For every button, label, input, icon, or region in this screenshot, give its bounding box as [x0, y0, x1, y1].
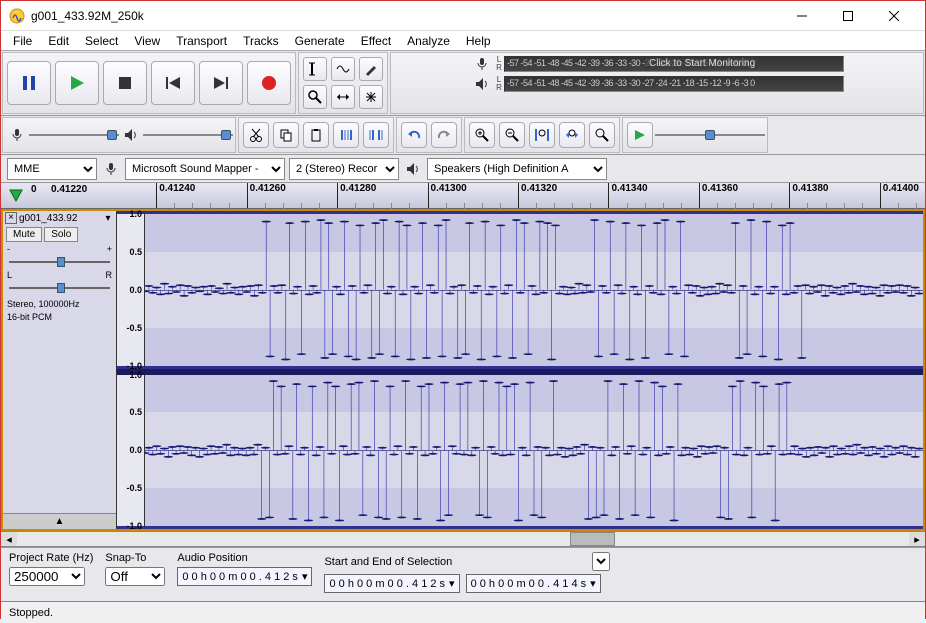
track-name: g001_433.92: [19, 213, 102, 224]
playback-meter[interactable]: -57 -54 -51 -48 -45 -42 -39 -36 -33 -30 …: [504, 76, 844, 92]
paste-button[interactable]: [303, 122, 329, 148]
audio-host-select[interactable]: MME: [7, 158, 97, 180]
menu-tracks[interactable]: Tracks: [235, 32, 287, 50]
silence-button[interactable]: [363, 122, 389, 148]
menu-select[interactable]: Select: [77, 32, 126, 50]
fit-project-button[interactable]: [559, 122, 585, 148]
fit-selection-button[interactable]: [529, 122, 555, 148]
play-lr-label: LR: [494, 76, 504, 92]
horizontal-scrollbar[interactable]: ◂ ▸: [1, 531, 925, 547]
solo-button[interactable]: Solo: [44, 227, 78, 242]
play-button[interactable]: [55, 61, 99, 105]
menu-help[interactable]: Help: [458, 32, 499, 50]
playspeed-toolbar: [622, 117, 768, 153]
output-device-select[interactable]: Speakers (High Definition A: [427, 158, 607, 180]
zoom-toggle-button[interactable]: [589, 122, 615, 148]
selection-end-box[interactable]: 0 0 h 0 0 m 0 0 . 4 1 4 s▾: [466, 574, 601, 593]
play-vol-icon: [122, 126, 140, 144]
meters-toolbar: LR -57 -54 -51 -48 -45 -42 -39 -36 -33 -…: [390, 52, 924, 114]
selection-tool-button[interactable]: [303, 57, 327, 81]
track-header: × g001_433.92 ▾ Mute Solo -+ LR Stereo, …: [3, 211, 117, 529]
selection-start-box[interactable]: 0 0 h 0 0 m 0 0 . 4 1 2 s▾: [324, 574, 459, 593]
trim-button[interactable]: [333, 122, 359, 148]
audio-position-box[interactable]: 0 0 h 0 0 m 0 0 . 4 1 2 s▾: [177, 567, 312, 586]
app-logo-icon: [9, 8, 25, 24]
zoom-tool-button[interactable]: [303, 85, 327, 109]
recording-meter[interactable]: -57 -54 -51 -48 -45 -42 -39 -36 -33 -30 …: [504, 56, 844, 72]
cut-button[interactable]: [243, 122, 269, 148]
multi-tool-button[interactable]: [359, 85, 383, 109]
speaker-meter-icon[interactable]: [473, 75, 491, 93]
undo-button[interactable]: [401, 122, 427, 148]
status-text: Stopped.: [9, 607, 53, 619]
channels-select[interactable]: 2 (Stereo) Recor: [289, 158, 399, 180]
record-button[interactable]: [247, 61, 291, 105]
timeline-start-label: 0: [31, 183, 51, 208]
skip-start-button[interactable]: [151, 61, 195, 105]
play-at-speed-button[interactable]: [627, 122, 653, 148]
play-speed-slider[interactable]: [655, 128, 765, 142]
menu-analyze[interactable]: Analyze: [399, 32, 458, 50]
window-title: g001_433.92M_250k: [31, 9, 779, 23]
track-format-2: 16-bit PCM: [3, 312, 116, 322]
pause-button[interactable]: [7, 61, 51, 105]
track-format-1: Stereo, 100000Hz: [3, 296, 116, 312]
menu-generate[interactable]: Generate: [287, 32, 353, 50]
mixer-toolbar: [2, 117, 236, 153]
audio-position-label: Audio Position: [177, 552, 312, 564]
zoom-out-button[interactable]: [499, 122, 525, 148]
timeline-cursor-label: 0.41220: [51, 183, 111, 208]
rec-vol-icon: [8, 126, 26, 144]
track-collapse-button[interactable]: ▲: [3, 513, 116, 529]
waveform-channel-2[interactable]: 1.00.50.0-0.5-1.0: [117, 369, 923, 530]
timeshift-tool-button[interactable]: [331, 85, 355, 109]
waveform-channel-1[interactable]: 1.00.50.0-0.5-1.0: [117, 211, 923, 369]
close-button[interactable]: [871, 1, 917, 31]
menu-file[interactable]: File: [5, 32, 40, 50]
project-rate-label: Project Rate (Hz): [9, 552, 93, 564]
status-bar: Stopped.: [1, 601, 925, 623]
menu-transport[interactable]: Transport: [168, 32, 235, 50]
minimize-button[interactable]: [779, 1, 825, 31]
playback-volume-slider[interactable]: [143, 128, 233, 142]
menu-edit[interactable]: Edit: [40, 32, 77, 50]
undo-toolbar: [396, 117, 462, 153]
quickplay-head[interactable]: [1, 183, 31, 208]
envelope-tool-button[interactable]: [331, 57, 355, 81]
skip-end-button[interactable]: [199, 61, 243, 105]
track-close-button[interactable]: ×: [5, 212, 17, 224]
stop-button[interactable]: [103, 61, 147, 105]
selection-mode-select[interactable]: [592, 552, 610, 571]
redo-button[interactable]: [431, 122, 457, 148]
mic-meter-icon[interactable]: [473, 55, 491, 73]
zoom-toolbar: [464, 117, 620, 153]
draw-tool-button[interactable]: [359, 57, 383, 81]
scroll-right-button[interactable]: ▸: [909, 533, 925, 546]
input-device-icon: [102, 160, 120, 178]
timeline-ruler[interactable]: 0 0.41220 0.412400.412600.412800.413000.…: [1, 183, 925, 209]
project-rate-select[interactable]: 250000: [9, 567, 85, 586]
input-device-select[interactable]: Microsoft Sound Mapper -: [125, 158, 285, 180]
copy-button[interactable]: [273, 122, 299, 148]
mute-button[interactable]: Mute: [6, 227, 42, 242]
recording-volume-slider[interactable]: [29, 128, 119, 142]
rec-lr-label: LR: [494, 56, 504, 72]
tools-toolbar: [298, 52, 388, 114]
track-menu-button[interactable]: ▾: [102, 213, 114, 224]
output-device-icon: [404, 160, 422, 178]
transport-toolbar: [2, 52, 296, 114]
menu-view[interactable]: View: [126, 32, 168, 50]
maximize-button[interactable]: [825, 1, 871, 31]
scroll-left-button[interactable]: ◂: [1, 533, 17, 546]
snap-to-select[interactable]: Off: [105, 567, 165, 586]
selection-range-label: Start and End of Selection: [324, 556, 452, 568]
zoom-in-button[interactable]: [469, 122, 495, 148]
edit-toolbar: [238, 117, 394, 153]
snap-to-label: Snap-To: [105, 552, 165, 564]
menu-effect[interactable]: Effect: [353, 32, 399, 50]
pan-slider[interactable]: [9, 282, 110, 294]
gain-slider[interactable]: [9, 256, 110, 268]
